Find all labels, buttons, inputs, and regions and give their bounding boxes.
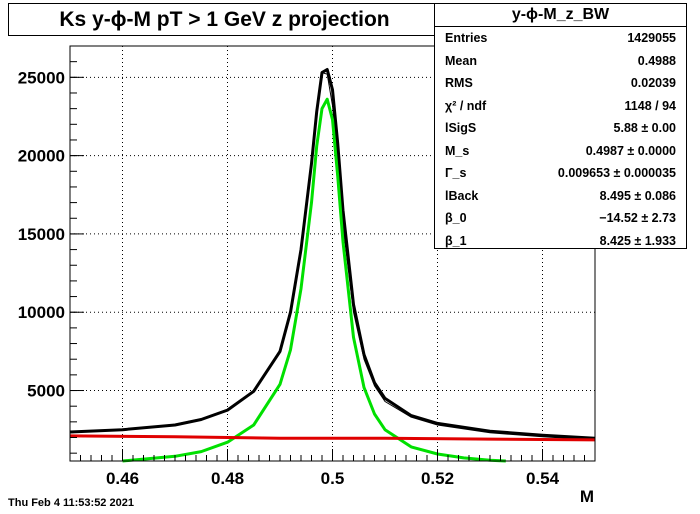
- stats-label: lBack: [445, 188, 479, 203]
- stats-label: RMS: [445, 76, 473, 90]
- stats-row-beta0: β_0 −14.52 ± 2.73: [435, 207, 686, 230]
- plot-curves: [69, 68, 596, 463]
- series-total-fit: [69, 68, 596, 440]
- x-tick-label: 0.52: [421, 469, 454, 488]
- stats-label: lSigS: [445, 121, 477, 135]
- stats-label: β_0: [445, 211, 467, 225]
- stats-label: Entries: [445, 31, 488, 45]
- stats-label: M_s: [445, 143, 470, 158]
- x-tick-label: 0.46: [106, 469, 139, 488]
- y-tick-label: 5000: [27, 382, 65, 401]
- stats-value: 8.425 ± 1.933: [599, 233, 676, 248]
- stats-label: Mean: [445, 53, 477, 68]
- stats-row-ms: M_s 0.4987 ± 0.0000: [435, 140, 686, 163]
- x-tick-label: 0.54: [526, 469, 560, 488]
- series-background: [69, 434, 596, 442]
- stats-value: 0.4987 ± 0.0000: [585, 143, 676, 158]
- timestamp: Thu Feb 4 11:53:52 2021: [8, 497, 134, 509]
- stats-row-rms: RMS 0.02039: [435, 72, 686, 95]
- stats-value: −14.52 ± 2.73: [599, 211, 676, 225]
- stats-box: y-ϕ-M_z_BW Entries 1429055 Mean 0.4988 RMS…: [434, 3, 687, 249]
- y-tick-label: 25000: [18, 68, 65, 87]
- x-axis: 0.46 0.48 0.5 0.52 0.54: [69, 449, 596, 488]
- stats-box-title: y-ϕ-M_z_BW: [435, 4, 686, 27]
- stats-row-gamma: Γ_s 0.009653 ± 0.000035: [435, 162, 686, 185]
- stats-label: Γ_s: [445, 166, 467, 180]
- y-tick-label: 20000: [18, 147, 65, 166]
- y-tick-label: 10000: [18, 303, 65, 322]
- stats-value: 0.02039: [630, 76, 676, 90]
- y-axis: 5000 10000 15000 20000 25000: [18, 45, 84, 454]
- stats-row-beta1: β_1 8.425 ± 1.933: [435, 230, 686, 253]
- stats-row-lback: lBack 8.495 ± 0.086: [435, 185, 686, 208]
- stats-row-chi2: χ² / ndf 1148 / 94: [435, 95, 686, 118]
- stats-value: 8.495 ± 0.086: [599, 188, 676, 203]
- stats-value: 0.4988: [637, 53, 676, 68]
- stats-row-mean: Mean 0.4988: [435, 50, 686, 73]
- y-tick-label: 15000: [18, 225, 65, 244]
- stats-row-lsigs: lSigS 5.88 ± 0.00: [435, 117, 686, 140]
- series-signal: [122, 97, 506, 463]
- x-axis-label: M: [580, 487, 594, 506]
- plot-title: Ks y-ϕ-M pT > 1 GeV z projection: [8, 3, 441, 36]
- stats-value: 1148 / 94: [624, 98, 676, 113]
- stats-label: χ² / ndf: [445, 98, 487, 113]
- x-tick-label: 0.5: [321, 469, 345, 488]
- stats-value: 0.009653 ± 0.000035: [557, 166, 676, 180]
- stats-value: 5.88 ± 0.00: [613, 121, 676, 135]
- x-tick-label: 0.48: [211, 469, 244, 488]
- stats-value: 1429055: [627, 31, 676, 45]
- stats-row-entries: Entries 1429055: [435, 27, 686, 50]
- stats-label: β_1: [445, 233, 467, 248]
